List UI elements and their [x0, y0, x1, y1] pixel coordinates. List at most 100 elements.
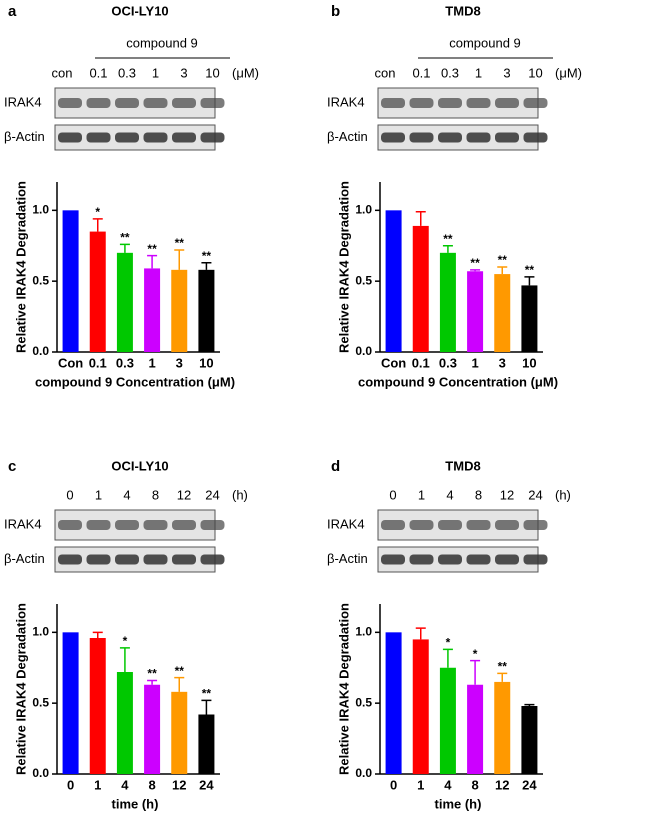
x-tick-label: 24 [522, 777, 537, 792]
bar [62, 210, 79, 352]
x-tick-label: 1 [148, 355, 155, 370]
y-tick-label: 0.0 [355, 766, 372, 780]
x-tick-label: 10 [199, 355, 213, 370]
lane-label: 0.3 [441, 65, 459, 80]
panel-title: TMD8 [445, 458, 480, 473]
lane-label: 24 [528, 487, 542, 502]
lane-label: 1 [418, 487, 425, 502]
blot-band [143, 554, 168, 565]
lane-label: 12 [177, 487, 191, 502]
bar [116, 252, 133, 352]
blot-band [523, 520, 548, 530]
blot-band [523, 554, 548, 565]
header: compound 9 [126, 35, 198, 50]
x-tick-label: 3 [176, 355, 183, 370]
y-tick-label: 0.0 [355, 344, 372, 358]
error-bar [119, 647, 130, 672]
significance: ** [120, 231, 130, 245]
blot-band [438, 132, 462, 143]
bar [467, 684, 484, 774]
lane-label: 0 [389, 487, 396, 502]
error-bar [174, 676, 185, 692]
x-tick-label: 0 [390, 777, 397, 792]
bar [144, 684, 161, 774]
header: compound 9 [449, 35, 521, 50]
unit-label: (μM) [232, 65, 259, 80]
bar [198, 269, 215, 352]
x-axis-label: compound 9 Concentration (μM) [35, 374, 235, 389]
x-axis-label: time (h) [112, 796, 159, 811]
blot-band [172, 520, 196, 530]
bar [144, 268, 161, 352]
blot-band [409, 132, 434, 143]
blot-band [438, 520, 462, 530]
unit-label: (h) [555, 487, 571, 502]
blot-band [495, 554, 519, 565]
panel-letter: b [331, 3, 340, 20]
error-bar [415, 211, 426, 226]
blot-band [200, 554, 225, 565]
blot-label: β-Actin [4, 129, 45, 144]
blot-label: β-Actin [327, 551, 368, 566]
error-bar [201, 262, 212, 270]
y-tick-label: 0.5 [355, 273, 372, 287]
lane-label: 0.3 [118, 65, 136, 80]
blot-band [438, 98, 462, 108]
x-axis-label: compound 9 Concentration (μM) [358, 374, 558, 389]
lane-label: 0.1 [89, 65, 107, 80]
x-tick-label: 10 [522, 355, 536, 370]
y-tick-label: 0.5 [32, 273, 49, 287]
error-bar [92, 631, 103, 638]
blot-band [115, 132, 139, 143]
error-bar [174, 249, 185, 270]
y-axis-label: Relative IRAK4 Degradation [13, 603, 28, 775]
panel: c OCI-LY10 0 1 4 8 12 24 (h) IRAK4 β-Actin 0.0 0.5 1.… [4, 458, 248, 811]
significance: ** [202, 249, 212, 263]
y-tick-label: 1.0 [355, 625, 372, 639]
bar [89, 638, 106, 774]
significance: ** [498, 253, 508, 267]
lane-label: 1 [95, 487, 102, 502]
error-bar [415, 627, 426, 640]
bar [494, 274, 511, 352]
blot-band [58, 554, 82, 565]
blot-band [58, 520, 82, 530]
bar [412, 225, 429, 352]
blot-band [143, 98, 168, 108]
blot-band [381, 98, 405, 108]
error-bar [470, 659, 481, 685]
error-bar [119, 243, 130, 253]
y-tick-label: 1.0 [355, 203, 372, 217]
y-tick-label: 0.0 [32, 766, 49, 780]
lane-label: 8 [475, 487, 482, 502]
panel: b TMD8 compound 9 con 0.1 0.3 1 3 10 (μM) IRAK4 β-A… [327, 3, 582, 389]
bar [439, 667, 456, 774]
blot-label: IRAK4 [327, 516, 365, 531]
error-bar [92, 218, 103, 232]
y-tick-label: 0.5 [32, 695, 49, 709]
error-bar [201, 699, 212, 715]
significance: * [95, 205, 100, 219]
lane-label: 10 [528, 65, 542, 80]
blot-label: IRAK4 [4, 94, 42, 109]
bar [439, 252, 456, 352]
y-tick-label: 0.0 [32, 344, 49, 358]
blot-band [409, 554, 434, 565]
error-bar [470, 269, 481, 272]
blot-band [381, 520, 405, 530]
panel-title: TMD8 [445, 3, 480, 18]
significance: ** [498, 660, 508, 674]
blot-band [409, 98, 434, 108]
x-tick-label: 24 [199, 777, 214, 792]
x-tick-label: 8 [148, 777, 155, 792]
lane-label: 4 [123, 487, 130, 502]
x-tick-label: 0 [67, 777, 74, 792]
x-tick-label: 1 [94, 777, 101, 792]
panel-letter: d [331, 458, 340, 475]
y-axis-label: Relative IRAK4 Degradation [336, 181, 351, 353]
panel: d TMD8 0 1 4 8 12 24 (h) IRAK4 β-Actin 0.0 0.5 1.0 0 1 *… [327, 458, 571, 811]
lane-label: con [375, 65, 396, 80]
lane-label: 4 [446, 487, 453, 502]
unit-label: (h) [232, 487, 248, 502]
panel-letter: c [8, 458, 16, 475]
